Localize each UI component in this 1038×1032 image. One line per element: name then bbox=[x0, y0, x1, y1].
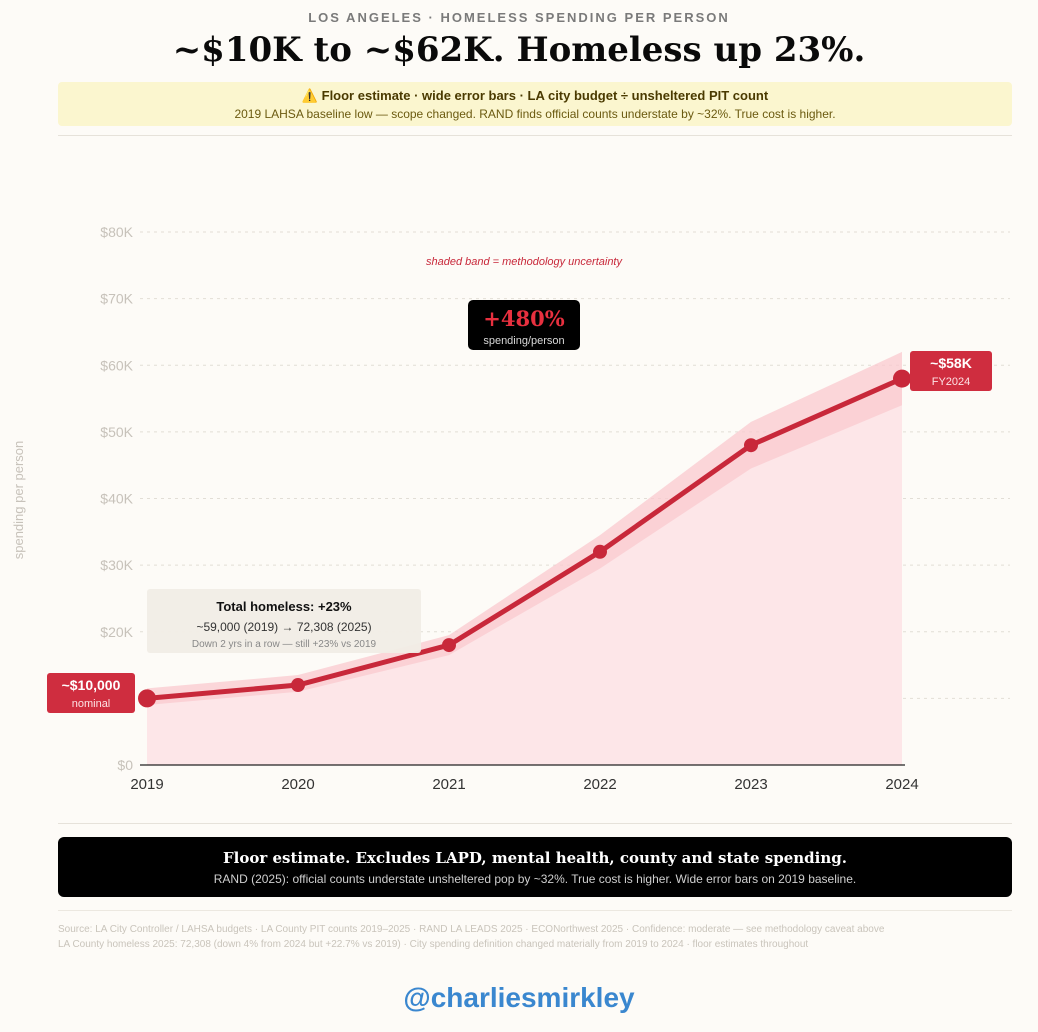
data-point bbox=[138, 689, 156, 708]
caveat-subtitle: RAND (2025): official counts understate … bbox=[213, 872, 857, 886]
divider-top bbox=[58, 135, 1012, 136]
homeless-box bbox=[147, 589, 421, 653]
warning-title: Floor estimate · wide error bars · LA ci… bbox=[321, 88, 769, 103]
y-tick-label: $80K bbox=[100, 224, 133, 240]
x-tick-label: 2021 bbox=[432, 776, 465, 793]
warning-subtitle: 2019 LAHSA baseline low — scope changed.… bbox=[234, 107, 836, 121]
end-label: FY2024 bbox=[932, 376, 971, 388]
source-notes: Source: LA City Controller / LAHSA budge… bbox=[58, 922, 1018, 952]
end-value-badge bbox=[910, 351, 992, 391]
change-badge bbox=[468, 300, 580, 350]
end-value: ~$58K bbox=[930, 355, 972, 371]
uncertainty-band bbox=[147, 351, 902, 706]
chart-headline: ~$10K to ~$62K. Homeless up 23%. bbox=[172, 30, 866, 70]
y-tick-label: $30K bbox=[100, 557, 133, 573]
x-tick-label: 2023 bbox=[734, 776, 767, 793]
line-layer bbox=[138, 369, 911, 708]
data-point bbox=[744, 438, 758, 453]
line-chart: $0$10K$20K$30K$40K$50K$60K$70K$80Kspendi… bbox=[11, 224, 1010, 793]
axis-layer: $0$10K$20K$30K$40K$50K$60K$70K$80Kspendi… bbox=[11, 224, 919, 793]
y-tick-label: $40K bbox=[100, 491, 133, 507]
y-tick-label: $70K bbox=[100, 291, 133, 307]
homeless-line: ~59,000 (2019) → 72,308 (2025) bbox=[196, 620, 371, 634]
label-layer: ~$10,000 nominal ~$58K FY2024 bbox=[47, 351, 992, 713]
homeless-title: Total homeless: +23% bbox=[216, 599, 352, 614]
author-handle: @charliesmirkley bbox=[403, 982, 635, 1013]
area-layer bbox=[147, 351, 902, 765]
band-note: shaded band = methodology uncertainty bbox=[426, 256, 624, 268]
start-value: ~$10,000 bbox=[62, 677, 121, 693]
start-value-badge bbox=[47, 673, 135, 713]
data-point bbox=[593, 544, 607, 559]
y-tick-label: $0 bbox=[117, 757, 133, 773]
caveat-title: Floor estimate. Excludes LAPD, mental he… bbox=[223, 849, 847, 867]
x-tick-label: 2019 bbox=[130, 776, 163, 793]
homeless-note: Down 2 yrs in a row — still +23% vs 2019 bbox=[192, 639, 377, 650]
warning-icon: ⚠️ bbox=[301, 88, 318, 103]
warning-banner: ⚠️ Floor estimate · wide error bars · LA… bbox=[58, 82, 1012, 126]
change-value: +480% bbox=[483, 306, 564, 331]
divider-middle bbox=[58, 823, 1012, 824]
series-line bbox=[144, 376, 905, 701]
data-point bbox=[442, 638, 456, 653]
y-tick-label: $60K bbox=[100, 357, 133, 373]
change-label: spending/person bbox=[483, 335, 564, 347]
source-line-1: Source: LA City Controller / LAHSA budge… bbox=[58, 924, 885, 935]
x-tick-label: 2024 bbox=[885, 776, 918, 793]
divider-bottom bbox=[58, 910, 1012, 911]
y-tick-label: $20K bbox=[100, 624, 133, 640]
data-point bbox=[893, 369, 911, 388]
caveat-box: Floor estimate. Excludes LAPD, mental he… bbox=[58, 837, 1012, 897]
y-tick-label: $50K bbox=[100, 424, 133, 440]
source-line-2: LA County homeless 2025: 72,308 (down 4%… bbox=[58, 939, 809, 950]
x-tick-label: 2020 bbox=[281, 776, 314, 793]
chart-kicker: LOS ANGELES · HOMELESS SPENDING PER PERS… bbox=[308, 10, 730, 25]
x-tick-label: 2022 bbox=[583, 776, 616, 793]
start-label: nominal bbox=[72, 698, 111, 710]
annotation-layer: shaded band = methodology uncertainty +48… bbox=[147, 256, 623, 653]
y-axis-label: spending per person bbox=[11, 441, 26, 560]
data-point bbox=[291, 678, 305, 693]
